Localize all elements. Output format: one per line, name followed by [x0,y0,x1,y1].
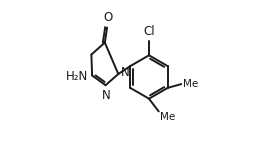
Text: H₂N: H₂N [66,70,88,83]
Text: Cl: Cl [143,25,155,38]
Text: Me: Me [183,79,198,89]
Text: N: N [121,66,130,79]
Text: Me: Me [160,112,176,122]
Text: N: N [102,88,111,101]
Text: O: O [104,11,113,24]
